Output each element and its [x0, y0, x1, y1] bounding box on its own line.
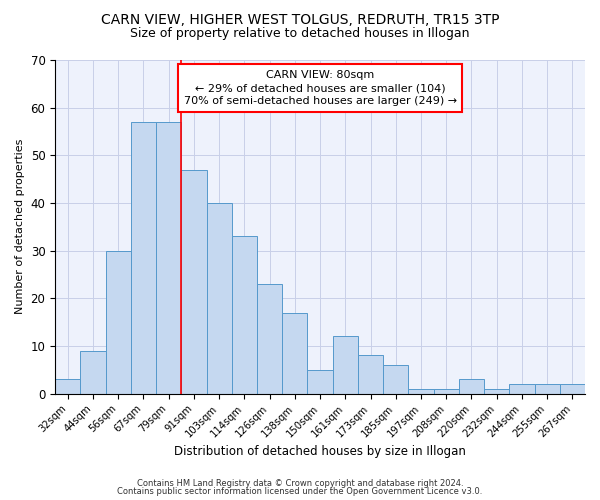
Text: CARN VIEW: 80sqm
← 29% of detached houses are smaller (104)
70% of semi-detached: CARN VIEW: 80sqm ← 29% of detached house… — [184, 70, 457, 106]
Bar — [307, 370, 332, 394]
Bar — [332, 336, 358, 394]
Text: Contains public sector information licensed under the Open Government Licence v3: Contains public sector information licen… — [118, 487, 482, 496]
Text: CARN VIEW, HIGHER WEST TOLGUS, REDRUTH, TR15 3TP: CARN VIEW, HIGHER WEST TOLGUS, REDRUTH, … — [101, 12, 499, 26]
Bar — [434, 389, 459, 394]
Bar — [80, 350, 106, 394]
Bar — [131, 122, 156, 394]
Bar — [232, 236, 257, 394]
Bar — [383, 365, 409, 394]
Text: Size of property relative to detached houses in Illogan: Size of property relative to detached ho… — [130, 28, 470, 40]
Bar — [560, 384, 585, 394]
Y-axis label: Number of detached properties: Number of detached properties — [15, 139, 25, 314]
Bar — [535, 384, 560, 394]
Bar — [358, 356, 383, 394]
Bar — [181, 170, 206, 394]
Bar — [156, 122, 181, 394]
Bar — [459, 380, 484, 394]
Bar — [484, 389, 509, 394]
Bar — [257, 284, 282, 394]
Bar — [282, 312, 307, 394]
X-axis label: Distribution of detached houses by size in Illogan: Distribution of detached houses by size … — [174, 444, 466, 458]
Bar — [55, 380, 80, 394]
Bar — [509, 384, 535, 394]
Bar — [409, 389, 434, 394]
Bar — [206, 203, 232, 394]
Text: Contains HM Land Registry data © Crown copyright and database right 2024.: Contains HM Land Registry data © Crown c… — [137, 478, 463, 488]
Bar — [106, 250, 131, 394]
